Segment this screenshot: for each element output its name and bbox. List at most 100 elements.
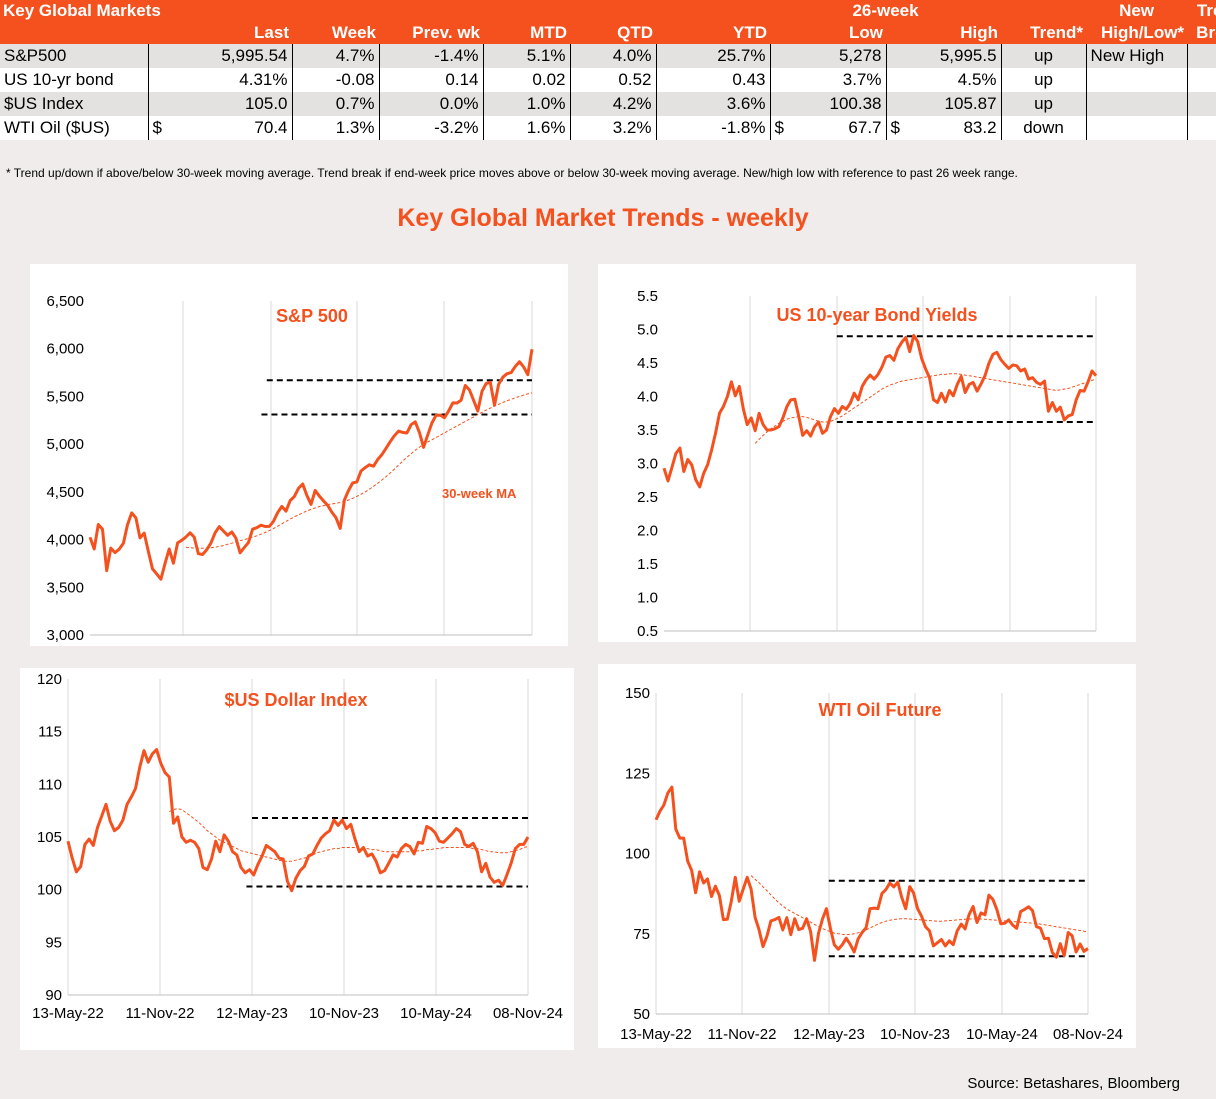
row-name: $US Index [0, 92, 148, 116]
cell-new-high-low: New High [1085, 44, 1188, 68]
oil-chart: 50 75 100 125 150 13-May-22 11-Nov-22 12-May-23… [620, 685, 1123, 1043]
x-tick-label: 10-May-24 [966, 1026, 1038, 1043]
cell-trend-break [1186, 116, 1216, 140]
cell-prev-wk: -3.2% [378, 116, 483, 140]
currency-low: $ [769, 116, 803, 140]
cell-trend: up [1000, 44, 1087, 68]
currency-low [769, 92, 803, 116]
table-row: $US Index 105.0 0.7% 0.0% 1.0% 4.2% 3.6% 100.38… [0, 92, 1216, 116]
col-header-low: Low [770, 22, 886, 44]
currency-high [885, 44, 909, 68]
cell-trend: down [1000, 116, 1087, 140]
y-tick-label: 100 [625, 846, 650, 863]
y-tick-label: 1.5 [637, 556, 658, 573]
currency-high [885, 92, 909, 116]
markets-table-container: Key Global Markets 26-week New Trend Las… [0, 0, 1216, 140]
y-tick-label: 2.5 [637, 489, 658, 506]
cell-last: 4.31% [186, 68, 292, 92]
currency-high [885, 68, 909, 92]
x-tick-label: 11-Nov-22 [126, 1005, 195, 1022]
row-name: US 10-yr bond [0, 68, 148, 92]
col-header-trend: Trend* [1001, 22, 1087, 44]
x-tick-label: 08-Nov-24 [1053, 1026, 1123, 1043]
x-tick-label: 13-May-22 [620, 1026, 692, 1043]
y-tick-label: 5,500 [46, 388, 84, 405]
cell-last: 70.4 [186, 116, 292, 140]
y-tick-label: 100 [37, 882, 62, 899]
cell-mtd: 1.0% [482, 92, 570, 116]
col-header-new-high-low: High/Low* [1086, 22, 1188, 44]
cell-trend: up [1000, 68, 1087, 92]
y-tick-label: 6,500 [46, 293, 84, 310]
y-tick-label: 5,000 [46, 436, 84, 453]
y-tick-label: 5.0 [637, 322, 658, 339]
y-tick-label: 50 [633, 1006, 650, 1023]
price-series-line [662, 334, 1098, 489]
x-tick-label: 10-May-24 [400, 1005, 472, 1022]
y-tick-label: 110 [38, 776, 62, 793]
currency-low [769, 44, 803, 68]
col-header-week: Week [292, 22, 379, 44]
cell-qtd: 4.2% [569, 92, 656, 116]
cell-ytd: 3.6% [655, 92, 770, 116]
y-tick-label: 3,500 [46, 579, 84, 596]
y-tick-label: 90 [45, 987, 62, 1004]
x-tick-label: 12-May-23 [216, 1005, 288, 1022]
cell-trend-break [1186, 44, 1216, 68]
x-tick-label: 12-May-23 [793, 1026, 865, 1043]
chart-title: WTI Oil Future [819, 700, 942, 720]
currency-low [769, 68, 803, 92]
currency-last [147, 92, 186, 116]
y-tick-label: 3,000 [46, 627, 84, 644]
cell-last: 5,995.54 [186, 44, 292, 68]
col-header-last: Last [148, 22, 292, 44]
y-tick-label: 2.0 [637, 523, 658, 540]
oil-chart-panel: 50 75 100 125 150 13-May-22 11-Nov-22 12-May-23… [598, 664, 1136, 1048]
y-tick-label: 6,000 [46, 341, 84, 358]
header-trend-top: Trend [1187, 0, 1216, 22]
bond-yield-chart: 0.5 1.0 1.5 2.0 2.5 3.0 3.5 4.0 4.5 5.0 5.5 US 10-y… [637, 288, 1098, 640]
header-new: New [1086, 0, 1188, 22]
cell-low: 3.7% [803, 68, 886, 92]
x-tick-label: 10-Nov-23 [880, 1026, 950, 1043]
dollar-index-chart-panel: 90 95 100 105 110 115 120 13-May-22 11-Nov-22 12-… [20, 668, 574, 1050]
cell-low: 67.7 [803, 116, 886, 140]
cell-week: -0.08 [291, 68, 379, 92]
x-tick-label: 08-Nov-24 [493, 1005, 563, 1022]
bond-yield-chart-panel: 0.5 1.0 1.5 2.0 2.5 3.0 3.5 4.0 4.5 5.0 5.5 US 10-y… [598, 264, 1136, 642]
cell-new-high-low [1085, 92, 1188, 116]
ma-annotation: 30-week MA [442, 486, 517, 501]
section-title: Key Global Market Trends - weekly [397, 204, 809, 232]
cell-ytd: 25.7% [655, 44, 770, 68]
cell-prev-wk: -1.4% [378, 44, 483, 68]
dollar-index-chart: 90 95 100 105 110 115 120 13-May-22 11-Nov-22 12-… [32, 671, 563, 1022]
cell-mtd: 0.02 [482, 68, 570, 92]
row-name: S&P500 [0, 44, 148, 68]
table-row: US 10-yr bond 4.31% -0.08 0.14 0.02 0.52 0.43 3… [0, 68, 1216, 92]
cell-mtd: 1.6% [482, 116, 570, 140]
price-series-line [654, 785, 1089, 962]
table-row: S&P500 5,995.54 4.7% -1.4% 5.1% 4.0% 25.7% 5,27… [0, 44, 1216, 68]
cell-trend-break [1186, 92, 1216, 116]
cell-low: 100.38 [803, 92, 886, 116]
x-tick-label: 11-Nov-22 [708, 1026, 777, 1043]
moving-average-line [754, 373, 1097, 444]
y-tick-label: 120 [37, 671, 62, 688]
table-footnote: * Trend up/down if above/below 30-week m… [6, 166, 1018, 180]
currency-last [147, 44, 186, 68]
cell-last: 105.0 [186, 92, 292, 116]
cell-high: 83.2 [909, 116, 1002, 140]
y-tick-label: 1.0 [637, 590, 658, 607]
y-tick-label: 75 [633, 926, 650, 943]
y-tick-label: 4,000 [46, 532, 84, 549]
col-header-qtd: QTD [570, 22, 656, 44]
table-title: Key Global Markets [0, 0, 292, 22]
cell-qtd: 0.52 [569, 68, 656, 92]
price-series-line [88, 348, 534, 581]
cell-low: 5,278 [803, 44, 886, 68]
y-tick-label: 4.5 [637, 355, 658, 372]
y-tick-label: 150 [625, 685, 650, 702]
cell-qtd: 3.2% [569, 116, 656, 140]
cell-week: 0.7% [291, 92, 379, 116]
table-row: WTI Oil ($US) $70.4 1.3% -3.2% 1.6% 3.2% -1.8%… [0, 116, 1216, 140]
